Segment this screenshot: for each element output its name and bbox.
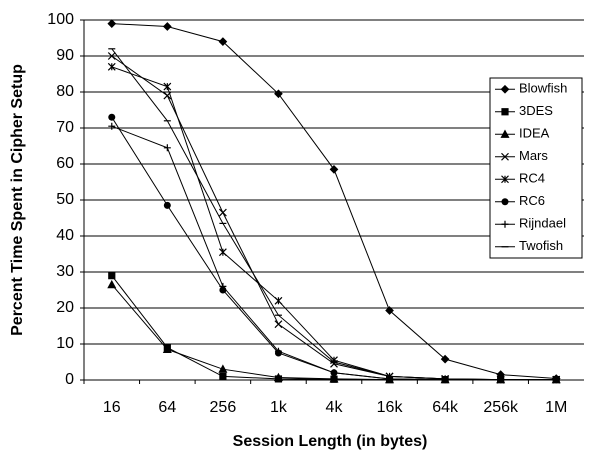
y-tick-label: 20	[56, 299, 74, 316]
marker	[163, 144, 171, 152]
y-tick-label: 40	[56, 227, 74, 244]
y-axis-title: Percent Time Spent in Cipher Setup	[9, 64, 26, 336]
y-tick-label: 10	[56, 335, 74, 352]
y-tick-label: 50	[56, 191, 74, 208]
y-tick-label: 70	[56, 119, 74, 136]
marker	[441, 376, 449, 384]
marker	[108, 122, 116, 130]
marker	[163, 201, 171, 209]
y-tick-label: 80	[56, 83, 74, 100]
legend-label: Mars	[519, 148, 548, 163]
marker	[501, 175, 509, 184]
marker	[218, 364, 228, 373]
marker	[501, 198, 509, 206]
y-tick-label: 90	[56, 47, 74, 64]
marker	[501, 152, 509, 161]
marker	[329, 165, 339, 174]
marker	[162, 344, 172, 353]
x-tick-label: 1M	[545, 399, 567, 416]
legend-label: Blowfish	[519, 81, 567, 96]
marker	[218, 248, 227, 257]
marker	[107, 19, 117, 28]
legend-label: RC4	[519, 171, 545, 186]
legend-box	[489, 77, 583, 259]
marker	[501, 108, 509, 116]
legend-label: Twofish	[519, 238, 563, 253]
marker	[274, 89, 283, 99]
marker	[274, 320, 283, 329]
marker	[500, 84, 510, 94]
marker	[108, 113, 116, 121]
marker	[219, 282, 227, 290]
marker	[501, 220, 509, 228]
x-tick-label: 1k	[270, 399, 288, 416]
y-tick-label: 0	[65, 371, 74, 388]
x-tick-label: 64k	[432, 399, 459, 416]
legend-label: 3DES	[519, 103, 553, 118]
legend-label: Rijndael	[519, 216, 566, 231]
x-axis-title: Session Length (in bytes)	[233, 433, 428, 450]
marker	[274, 296, 283, 305]
series-line	[111, 284, 557, 381]
marker	[108, 272, 116, 280]
marker	[330, 369, 338, 377]
x-tick-label: 256	[210, 399, 237, 416]
marker	[163, 82, 172, 91]
marker	[273, 372, 283, 382]
marker	[218, 37, 228, 46]
marker	[162, 22, 172, 31]
y-tick-label: 60	[56, 155, 74, 172]
y-tick-label: 100	[47, 11, 74, 28]
legend-label: IDEA	[519, 126, 550, 141]
x-tick-label: 256k	[483, 399, 519, 416]
marker	[440, 354, 450, 364]
y-tick-label: 30	[56, 263, 74, 280]
legend-label: RC6	[519, 193, 545, 208]
x-tick-label: 16	[103, 399, 121, 416]
x-tick-label: 4k	[326, 399, 344, 416]
marker	[329, 374, 339, 383]
x-tick-label: 64	[158, 399, 176, 416]
marker	[107, 52, 116, 60]
marker	[107, 62, 116, 71]
marker	[500, 129, 510, 138]
marker	[385, 306, 394, 315]
marker	[107, 279, 117, 289]
marker	[219, 372, 227, 380]
marker	[274, 347, 282, 355]
marker	[218, 208, 227, 217]
x-tick-label: 16k	[377, 399, 404, 416]
